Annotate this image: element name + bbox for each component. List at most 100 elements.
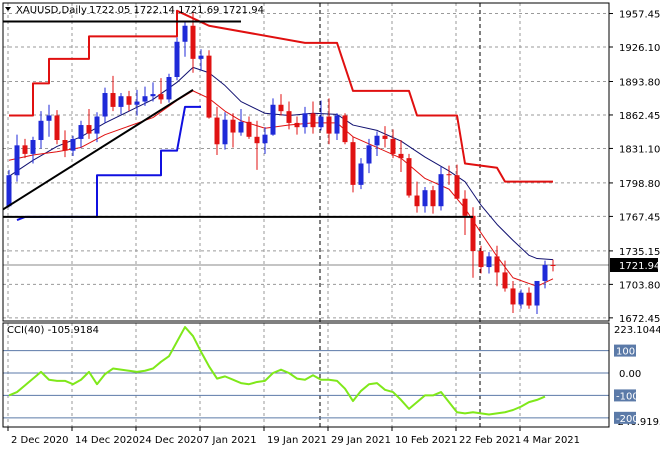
- bear-candle[interactable]: [462, 198, 468, 216]
- bull-candle[interactable]: [270, 104, 276, 135]
- bull-candle[interactable]: [542, 264, 548, 281]
- bull-candle[interactable]: [94, 116, 100, 134]
- bear-candle[interactable]: [62, 140, 68, 151]
- cci-level-badge: [614, 411, 636, 424]
- bear-candle[interactable]: [326, 116, 332, 134]
- bull-candle[interactable]: [334, 115, 340, 134]
- current-price-marker: 1721.94: [610, 258, 660, 273]
- bull-candle[interactable]: [198, 55, 204, 59]
- bear-candle[interactable]: [478, 251, 484, 268]
- price-tick-label: 1672.45: [619, 314, 660, 325]
- bull-candle[interactable]: [134, 101, 140, 105]
- bear-candle[interactable]: [430, 190, 436, 207]
- bull-candle[interactable]: [486, 256, 492, 268]
- bull-candle[interactable]: [174, 41, 180, 78]
- cci-level-badge: [614, 344, 636, 357]
- bear-candle[interactable]: [406, 158, 412, 196]
- bear-candle[interactable]: [494, 256, 500, 273]
- bull-candle[interactable]: [38, 120, 44, 141]
- bear-candle[interactable]: [158, 94, 164, 100]
- bear-candle[interactable]: [214, 117, 220, 145]
- bear-candle[interactable]: [390, 138, 396, 154]
- bull-candle[interactable]: [142, 96, 148, 102]
- candles[interactable]: [6, 11, 556, 315]
- bear-candle[interactable]: [54, 115, 60, 141]
- bear-candle[interactable]: [110, 93, 116, 107]
- trendline[interactable]: [2, 88, 194, 211]
- dropdown-arrow-icon[interactable]: [5, 7, 11, 11]
- bull-candle[interactable]: [262, 134, 268, 144]
- ohlc-readout: 1722.05 1722.14 1721.69 1721.94: [89, 5, 264, 16]
- slow-ma-line: [8, 66, 554, 261]
- bear-candle[interactable]: [286, 111, 292, 123]
- bear-candle[interactable]: [414, 195, 420, 207]
- bear-candle[interactable]: [446, 174, 452, 176]
- cci-label: CCI(40) -105.9184: [7, 325, 99, 336]
- bear-candle[interactable]: [22, 145, 28, 154]
- bull-candle[interactable]: [150, 94, 156, 97]
- bear-candle[interactable]: [310, 113, 316, 128]
- bull-candle[interactable]: [78, 125, 84, 139]
- bull-candle[interactable]: [70, 138, 76, 151]
- bull-candle[interactable]: [6, 175, 12, 207]
- bear-candle[interactable]: [254, 136, 260, 144]
- bull-candle[interactable]: [102, 93, 108, 117]
- bull-candle[interactable]: [366, 145, 372, 164]
- current-price-label: 1721.94: [619, 261, 660, 272]
- bull-candle[interactable]: [318, 116, 324, 128]
- bull-candle[interactable]: [302, 113, 308, 128]
- bull-candle[interactable]: [222, 119, 228, 145]
- bear-candle[interactable]: [246, 121, 252, 137]
- bull-candle[interactable]: [182, 25, 188, 42]
- bear-candle[interactable]: [550, 264, 556, 267]
- bear-candle[interactable]: [294, 122, 300, 128]
- time-tick-label: 2 Dec 2020: [11, 435, 69, 446]
- bear-candle[interactable]: [230, 119, 236, 133]
- bear-candle[interactable]: [502, 272, 508, 289]
- bear-candle[interactable]: [382, 135, 388, 139]
- bull-candle[interactable]: [238, 121, 244, 133]
- price-scale[interactable]: 1957.45 1926.10 1893.80 1862.45 1831.10 1798.…: [609, 10, 660, 325]
- bear-candle[interactable]: [398, 153, 404, 159]
- bear-candle[interactable]: [510, 288, 516, 305]
- bear-candle[interactable]: [454, 175, 460, 199]
- cci-scale-top: 223.1044: [614, 325, 660, 336]
- bull-candle[interactable]: [118, 96, 124, 107]
- bull-candle[interactable]: [374, 135, 380, 146]
- price-tick-label: 1703.80: [619, 280, 660, 291]
- bear-candle[interactable]: [190, 25, 196, 59]
- bull-candle[interactable]: [14, 145, 20, 176]
- cci-level-badge: [614, 389, 636, 402]
- bear-candle[interactable]: [470, 215, 476, 252]
- time-tick-label: 19 Jan 2021: [267, 435, 327, 446]
- time-tick-label: 4 Mar 2021: [523, 435, 580, 446]
- bear-candle[interactable]: [206, 55, 212, 118]
- price-tick-label: 1862.45: [619, 111, 660, 122]
- price-panel-frame: [2, 2, 610, 322]
- time-axis[interactable]: 2 Dec 2020 14 Dec 2020 24 Dec 2020 7 Jan 20…: [7, 427, 580, 446]
- bull-candle[interactable]: [534, 280, 540, 306]
- bear-candle[interactable]: [86, 125, 92, 134]
- bear-candle[interactable]: [526, 292, 532, 306]
- bull-candle[interactable]: [518, 292, 524, 305]
- bull-candle[interactable]: [438, 174, 444, 207]
- time-tick-label: 7 Jan 2021: [203, 435, 257, 446]
- cci-panel-frame: [2, 322, 610, 428]
- bull-candle[interactable]: [358, 163, 364, 185]
- time-tick-label: 10 Feb 2021: [395, 435, 457, 446]
- cci-scale[interactable]: 223.1044 -240.9193 100 0.00 -100 -200: [614, 325, 660, 428]
- bear-candle[interactable]: [342, 115, 348, 143]
- trendlines[interactable]: [2, 20, 473, 218]
- bear-candle[interactable]: [126, 96, 132, 105]
- bull-candle[interactable]: [46, 115, 52, 121]
- bear-candle[interactable]: [278, 104, 284, 112]
- cci-level-label: -200: [616, 414, 639, 425]
- bull-candle[interactable]: [166, 77, 172, 100]
- cci-scale-bottom: -240.9193: [614, 417, 660, 428]
- bull-candle[interactable]: [422, 190, 428, 207]
- price-tick-label: 1926.10: [619, 43, 660, 54]
- bull-candle[interactable]: [30, 140, 36, 154]
- price-tick-label: 1735.15: [619, 247, 660, 258]
- bear-candle[interactable]: [350, 142, 356, 185]
